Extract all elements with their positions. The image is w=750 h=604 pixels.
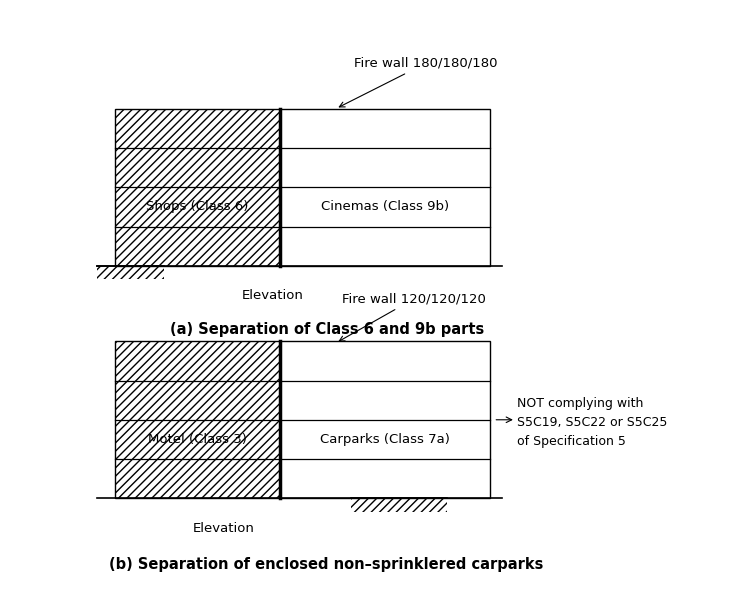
Text: (b) Separation of enclosed non–sprinklered carparks: (b) Separation of enclosed non–sprinkler… [110,557,544,572]
Bar [351,498,448,512]
Bar [98,266,164,279]
Bar [280,109,490,266]
Text: (a) Separation of Class 6 and 9b parts: (a) Separation of Class 6 and 9b parts [170,322,484,336]
Bar [116,109,280,266]
Text: Fire wall 180/180/180: Fire wall 180/180/180 [339,57,497,107]
Text: Fire wall 120/120/120: Fire wall 120/120/120 [339,292,486,341]
Text: Shops (Class 6): Shops (Class 6) [146,201,249,213]
Text: NOT complying with
S5C19, S5C22 or S5C25
of Specification 5: NOT complying with S5C19, S5C22 or S5C25… [517,397,668,448]
Text: Motel (Class 3): Motel (Class 3) [148,433,247,446]
Text: Carparks (Class 7a): Carparks (Class 7a) [320,433,450,446]
Text: Elevation: Elevation [242,289,303,303]
Text: Elevation: Elevation [193,522,255,535]
Bar [280,341,490,498]
Text: Cinemas (Class 9b): Cinemas (Class 9b) [321,201,449,213]
Bar [116,341,280,498]
